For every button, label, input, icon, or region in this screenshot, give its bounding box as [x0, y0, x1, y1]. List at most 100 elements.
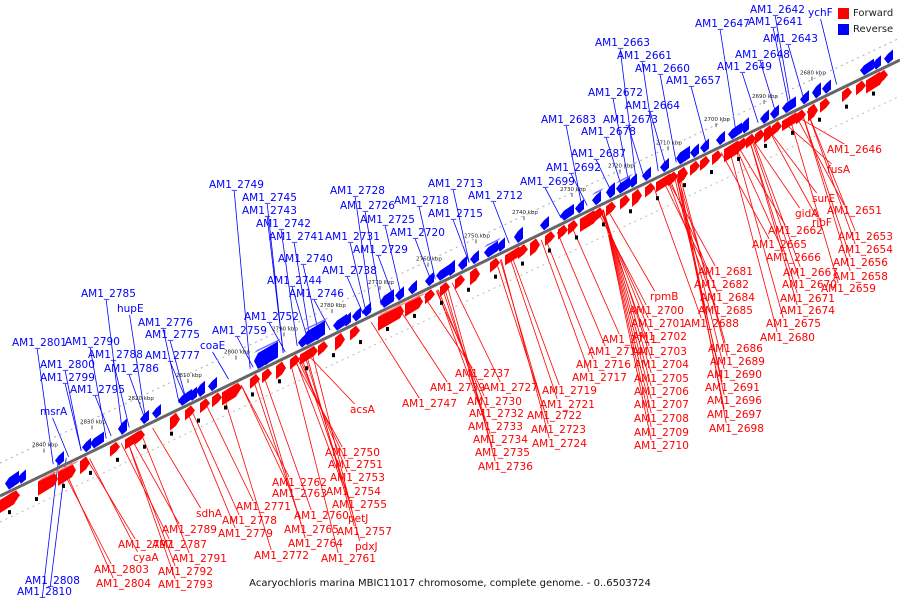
reverse-gene-label[interactable]: AM1_2715: [428, 208, 483, 220]
forward-gene-label[interactable]: AM1_2771: [236, 501, 291, 513]
reverse-gene-label[interactable]: AM1_2788: [88, 349, 143, 361]
reverse-gene-label[interactable]: AM1_2663: [595, 37, 650, 49]
forward-gene-label[interactable]: surE: [812, 193, 835, 205]
forward-gene-label[interactable]: AM1_2733: [468, 421, 523, 433]
reverse-gene-label[interactable]: AM1_2713: [428, 178, 483, 190]
reverse-gene-label[interactable]: AM1_2664: [625, 100, 680, 112]
forward-gene-label[interactable]: AM1_2700: [629, 305, 684, 317]
reverse-gene-label[interactable]: AM1_2731: [325, 231, 380, 243]
reverse-gene-label[interactable]: AM1_2746: [289, 288, 344, 300]
forward-gene-label[interactable]: AM1_2671: [780, 293, 835, 305]
forward-gene-label[interactable]: AM1_2646: [827, 144, 882, 156]
reverse-gene-label[interactable]: AM1_2687: [571, 148, 626, 160]
reverse-gene-label[interactable]: AM1_2718: [394, 195, 449, 207]
forward-gene-label[interactable]: AM1_2690: [707, 369, 762, 381]
reverse-gene-label[interactable]: AM1_2777: [145, 350, 200, 362]
reverse-gene-label[interactable]: AM1_2743: [242, 205, 297, 217]
forward-gene-label[interactable]: AM1_2686: [708, 343, 763, 355]
reverse-gene-label[interactable]: AM1_2738: [322, 265, 377, 277]
reverse-gene-label[interactable]: AM1_2648: [735, 49, 790, 61]
forward-gene-label[interactable]: AM1_2703: [632, 346, 687, 358]
forward-gene-label[interactable]: AM1_2753: [330, 472, 385, 484]
forward-gene-label[interactable]: AM1_2654: [838, 244, 893, 256]
forward-gene-label[interactable]: AM1_2689: [710, 356, 765, 368]
forward-gene-label[interactable]: AM1_2704: [634, 359, 689, 371]
reverse-gene-label[interactable]: AM1_2642: [750, 4, 805, 16]
forward-gene-label[interactable]: AM1_2691: [705, 382, 760, 394]
forward-gene-label[interactable]: ribF: [812, 217, 832, 229]
forward-gene-label[interactable]: AM1_2662: [768, 225, 823, 237]
forward-gene-label[interactable]: AM1_2675: [766, 318, 821, 330]
reverse-gene-label[interactable]: msrA: [40, 406, 68, 418]
reverse-gene-label[interactable]: AM1_2649: [717, 61, 772, 73]
reverse-gene-label[interactable]: AM1_2661: [617, 50, 672, 62]
forward-gene-label[interactable]: AM1_2737: [455, 368, 510, 380]
forward-gene-label[interactable]: AM1_2702: [632, 331, 687, 343]
forward-gene-label[interactable]: AM1_2750: [325, 447, 380, 459]
forward-gene-label[interactable]: sdhA: [196, 508, 223, 520]
forward-gene-label[interactable]: AM1_2698: [709, 423, 764, 435]
forward-gene-label[interactable]: AM1_2714: [588, 346, 643, 358]
forward-gene-label[interactable]: AM1_2792: [158, 566, 213, 578]
forward-gene-label[interactable]: AM1_2685: [698, 305, 753, 317]
reverse-gene-label[interactable]: AM1_2740: [278, 253, 333, 265]
forward-gene-label[interactable]: AM1_2804: [96, 578, 151, 590]
forward-gene-label[interactable]: AM1_2736: [478, 461, 533, 473]
reverse-gene-label[interactable]: AM1_2790: [65, 336, 120, 348]
reverse-gene-label[interactable]: AM1_2673: [603, 114, 658, 126]
forward-gene-label[interactable]: AM1_2710: [634, 440, 689, 452]
forward-gene-label[interactable]: AM1_2757: [337, 526, 392, 538]
reverse-gene-label[interactable]: AM1_2678: [581, 126, 636, 138]
forward-gene-label[interactable]: AM1_2734: [473, 434, 528, 446]
forward-gene-label[interactable]: AM1_2674: [780, 305, 835, 317]
forward-gene-label[interactable]: AM1_2684: [700, 292, 755, 304]
forward-gene-label[interactable]: AM1_2681: [698, 266, 753, 278]
forward-gene-label[interactable]: AM1_2762: [272, 477, 327, 489]
forward-gene-label[interactable]: AM1_2727: [483, 382, 538, 394]
forward-gene-label[interactable]: AM1_2764: [288, 538, 343, 550]
forward-gene-label[interactable]: fusA: [827, 164, 851, 176]
forward-gene-label[interactable]: AM1_2793: [158, 579, 213, 591]
forward-gene-label[interactable]: AM1_2730: [467, 396, 522, 408]
reverse-gene-label[interactable]: AM1_2745: [242, 192, 297, 204]
forward-gene-label[interactable]: AM1_2670: [782, 279, 837, 291]
reverse-gene-label[interactable]: AM1_2660: [635, 63, 690, 75]
forward-gene-label[interactable]: acsA: [350, 404, 376, 416]
forward-gene-label[interactable]: AM1_2747: [402, 398, 457, 410]
reverse-gene-label[interactable]: AM1_2744: [267, 275, 322, 287]
reverse-gene-label[interactable]: AM1_2641: [748, 16, 803, 28]
forward-gene-label[interactable]: AM1_2755: [332, 499, 387, 511]
reverse-gene-label[interactable]: AM1_2785: [81, 288, 136, 300]
reverse-gene-label[interactable]: AM1_2726: [340, 200, 395, 212]
forward-gene-label[interactable]: AM1_2735: [475, 447, 530, 459]
reverse-gene-label[interactable]: AM1_2776: [138, 317, 193, 329]
reverse-gene-label[interactable]: ychF: [808, 7, 833, 19]
reverse-gene-label[interactable]: AM1_2801: [12, 337, 67, 349]
reverse-gene-label[interactable]: AM1_2672: [588, 87, 643, 99]
forward-gene-label[interactable]: AM1_2719: [542, 385, 597, 397]
forward-gene-label[interactable]: AM1_2680: [760, 332, 815, 344]
forward-gene-label[interactable]: AM1_2803: [94, 564, 149, 576]
forward-gene-label[interactable]: AM1_2716: [576, 359, 631, 371]
forward-gene-label[interactable]: petJ: [348, 513, 368, 525]
forward-gene-label[interactable]: gidA: [795, 208, 819, 220]
forward-gene-label[interactable]: AM1_2789: [162, 524, 217, 536]
reverse-gene-label[interactable]: AM1_2699: [520, 176, 575, 188]
reverse-gene-label[interactable]: AM1_2759: [212, 325, 267, 337]
forward-gene-label[interactable]: AM1_2763: [272, 488, 327, 500]
reverse-gene-label[interactable]: AM1_2749: [209, 179, 264, 191]
forward-gene-label[interactable]: AM1_2722: [527, 410, 582, 422]
forward-gene-label[interactable]: AM1_2665: [752, 239, 807, 251]
forward-gene-label[interactable]: AM1_2724: [532, 438, 587, 450]
reverse-gene-label[interactable]: AM1_2647: [695, 18, 750, 30]
forward-gene-label[interactable]: AM1_2723: [531, 424, 586, 436]
forward-gene-label[interactable]: AM1_2707: [634, 399, 689, 411]
forward-gene-label[interactable]: AM1_2765: [284, 524, 339, 536]
reverse-gene-label[interactable]: hupE: [117, 303, 144, 315]
reverse-gene-label[interactable]: AM1_2683: [541, 114, 596, 126]
forward-gene-label[interactable]: AM1_2651: [827, 205, 882, 217]
forward-gene-label[interactable]: AM1_2708: [634, 413, 689, 425]
forward-gene-label[interactable]: AM1_2787: [152, 539, 207, 551]
forward-gene-label[interactable]: AM1_2711: [602, 334, 657, 346]
forward-gene-label[interactable]: AM1_2697: [707, 409, 762, 421]
